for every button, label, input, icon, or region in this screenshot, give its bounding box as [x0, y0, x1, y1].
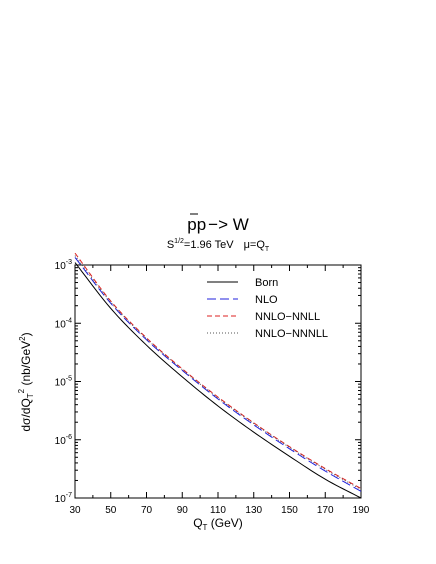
xlabel-q: Q — [193, 516, 202, 530]
ylabel-part2: (nb/GeV — [19, 341, 33, 389]
y-tick-label: 10-4 — [55, 317, 72, 330]
chart-subtitle: S1/2=1.96 TeV μ=QT — [167, 238, 270, 253]
ticks: 30 50 70 90 110 130 150 170 190 10-3 10-4 10-5 10-6 1… — [55, 259, 370, 516]
chart-title: pp −> W — [187, 215, 249, 234]
x-tick-label: 110 — [210, 505, 226, 516]
y-tick-label: 10-5 — [55, 376, 72, 389]
legend-label-0: Born — [255, 277, 278, 289]
subtitle-s: S — [167, 239, 174, 251]
series-group — [74, 252, 362, 499]
plot-frame — [74, 264, 362, 499]
x-tick-label: 70 — [141, 505, 153, 516]
series-line-1 — [74, 257, 362, 492]
ylabel-sub: T — [26, 393, 35, 398]
title-pbar: p — [197, 215, 206, 234]
ylabel-sup: 2 — [17, 388, 26, 393]
x-tick-label: 90 — [177, 505, 189, 516]
subtitle-s-exp: 1/2 — [174, 238, 184, 245]
x-tick-label: 150 — [281, 505, 298, 516]
series-line-2 — [74, 252, 362, 490]
xlabel-sub: T — [203, 523, 208, 532]
series-line-0 — [74, 262, 362, 499]
legend-label-3: NNLO−NNNLL — [255, 328, 328, 340]
x-tick-label: 130 — [245, 505, 262, 516]
x-axis-label: QT (GeV) — [193, 516, 243, 532]
x-tick-label: 190 — [353, 505, 370, 516]
title-rest: −> W — [208, 215, 249, 234]
subtitle-mu: μ=Q — [244, 239, 266, 251]
subtitle-energy: =1.96 TeV — [184, 239, 234, 251]
subtitle-mu-sub: T — [265, 246, 270, 253]
title-p: p — [187, 215, 196, 234]
y-tick-label: 10-7 — [55, 492, 72, 505]
xlabel-unit: (GeV) — [207, 516, 242, 530]
y-tick-label: 10-3 — [55, 259, 72, 272]
legend: Born NLO NNLO−NNLL NNLO−NNNLL — [207, 277, 328, 340]
y-tick-label: 10-6 — [55, 434, 72, 447]
legend-label-2: NNLO−NNLL — [255, 311, 320, 323]
x-tick-label: 50 — [105, 505, 117, 516]
ylabel-part3: ) — [19, 332, 33, 336]
legend-label-1: NLO — [255, 294, 278, 306]
y-axis-label: dσ/dQT2 (nb/GeV2) — [17, 332, 35, 431]
x-tick-label: 170 — [317, 505, 334, 516]
x-tick-label: 30 — [69, 505, 81, 516]
ylabel-part1: dσ/dQ — [19, 398, 33, 431]
series-line-3 — [74, 255, 362, 490]
ylabel-sup2: 2 — [18, 336, 27, 341]
